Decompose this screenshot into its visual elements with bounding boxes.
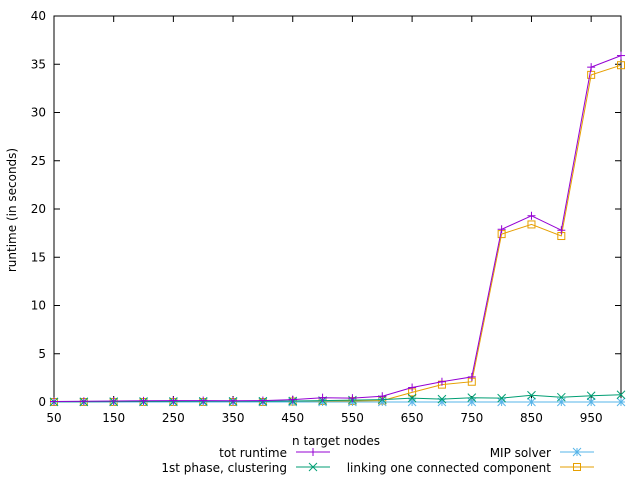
data-point [467,397,477,407]
data-point [169,396,178,405]
data-point [587,70,596,79]
data-point [617,61,625,70]
data-point [527,397,536,407]
data-point [199,396,208,405]
series-line [53,55,622,402]
y-tick-label: 35 [31,57,46,71]
data-point [527,211,536,220]
legend-label: linking one connected component [347,461,552,475]
series-0 [50,51,625,406]
data-point [586,391,596,401]
legend-swatch-marker [309,448,317,456]
data-point [109,397,118,406]
plot-frame [53,15,622,403]
data-point [617,51,625,60]
data-point [407,393,417,403]
y-tick-label: 10 [31,299,46,313]
y-tick-label: 15 [31,250,46,264]
data-point [408,383,417,392]
legend-label: MIP solver [490,446,551,460]
series-line [54,64,622,403]
series-line [53,394,622,403]
data-point [467,393,477,403]
data-point [497,393,506,403]
x-tick-label: 850 [520,411,543,425]
legend-entry: 1st phase, clustering [161,461,330,475]
data-point [467,372,476,381]
y-tick-label: 40 [31,9,46,23]
y-axis-ticks: 0 5 10 15 20 25 30 35 40 [31,9,621,409]
x-tick-label: 350 [222,411,245,425]
legend-swatch-marker [572,447,582,457]
legend-entry: tot runtime [219,446,330,460]
data-point [586,397,596,407]
data-point [318,393,327,402]
data-point [497,225,506,234]
data-point [139,396,148,405]
data-point [497,397,506,407]
x-tick-label: 450 [281,411,304,425]
data-point [50,397,58,406]
x-tick-label: 650 [401,411,424,425]
y-axis-label: runtime (in seconds) [5,148,19,272]
data-point [557,226,566,235]
legend-label: tot runtime [219,446,287,460]
data-point [616,397,626,407]
x-tick-label: 950 [580,411,603,425]
data-point [616,390,626,400]
x-axis-label: n target nodes [292,434,380,448]
legend-label: 1st phase, clustering [161,461,287,475]
x-tick-label: 750 [460,411,483,425]
data-point [437,377,446,386]
data-point [378,392,387,401]
data-point [587,63,596,72]
legend-swatch-marker [573,463,581,471]
y-tick-label: 25 [31,154,46,168]
y-tick-label: 5 [38,347,46,361]
x-axis-ticks: 50 150 250 350 450 550 650 750 850 950 [46,16,603,425]
legend-entry: linking one connected component [347,461,594,475]
x-tick-label: 50 [46,411,61,425]
data-point [258,396,267,405]
data-point [556,397,566,407]
series-layer [49,51,626,407]
data-point [527,220,536,229]
data-point [348,394,357,403]
legend-swatch-marker [308,462,318,472]
data-point [437,394,447,404]
data-point [556,392,566,402]
data-point [527,390,536,400]
data-point [79,397,88,406]
data-point [229,396,238,405]
x-tick-label: 550 [341,411,364,425]
x-tick-label: 150 [102,411,125,425]
series-3 [50,61,625,406]
y-tick-label: 20 [31,202,46,216]
y-tick-label: 30 [31,106,46,120]
x-tick-label: 250 [162,411,185,425]
legend-entry: MIP solver [490,446,594,460]
y-tick-label: 0 [38,395,46,409]
data-point [288,395,297,404]
data-point [407,397,417,407]
